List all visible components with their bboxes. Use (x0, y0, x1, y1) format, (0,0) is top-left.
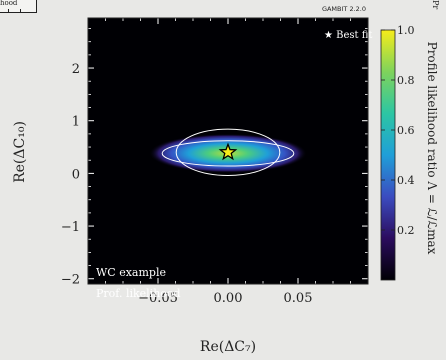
cropped-neighbor-panel: hood (0, 0, 37, 13)
colorbar-tick-label: 0.4 (397, 174, 415, 187)
legend-best-fit-label: ★ Best fit (324, 30, 372, 41)
best-fit-star-icon: ★ (324, 30, 336, 41)
y-tick-label: −1 (61, 220, 80, 235)
colorbar-tick-label: 0.8 (397, 74, 415, 87)
colorbar (380, 29, 396, 281)
y-tick-label: 1 (72, 115, 80, 130)
annotation-line-1: WC example (96, 266, 166, 279)
x-tick-label: 0.05 (284, 291, 313, 306)
colorbar-tick-label: 1.0 (397, 24, 415, 37)
y-axis-label: Re(ΔC₁₀) (12, 121, 28, 183)
colorbar-label: Profile likelihood ratio Λ = ℒ/ℒmax (425, 42, 439, 255)
contour-inner (175, 128, 281, 176)
y-tick-label: 0 (72, 167, 80, 182)
y-tick-label: −2 (61, 273, 80, 288)
x-axis-label: Re(ΔC₇) (200, 339, 256, 355)
plot-frame (87, 17, 369, 285)
cropped-panel-tick (20, 9, 21, 12)
x-tick-label: −0.05 (138, 291, 178, 306)
contour-outer (161, 140, 295, 167)
x-tick-label: 0.00 (214, 291, 243, 306)
cropped-panel-tick (8, 9, 9, 12)
colorbar-tick-label: 0.6 (397, 124, 415, 137)
y-tick-label: 2 (72, 62, 80, 77)
cropped-panel-text: hood (0, 0, 18, 7)
best-fit-marker (218, 142, 238, 161)
annotation-line-2: Prof. likelihood (96, 287, 181, 300)
legend-best-fit-text: Best fit (336, 30, 372, 41)
gambit-watermark: GAMBIT 2.2.0 (322, 5, 366, 13)
colorbar-tick-label: 0.2 (397, 224, 415, 237)
